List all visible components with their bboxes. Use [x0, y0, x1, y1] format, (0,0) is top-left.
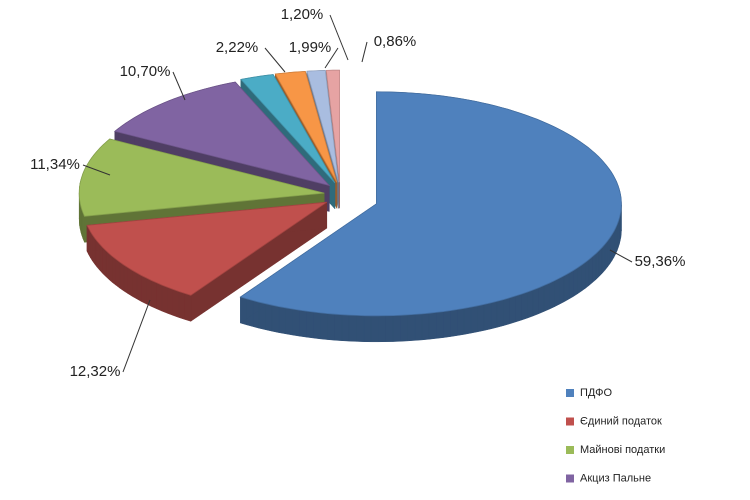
data-label: 2,22% — [216, 39, 259, 56]
legend-label: ПДФО — [580, 387, 612, 399]
legend-swatch — [566, 474, 574, 483]
legend-swatch — [566, 446, 574, 454]
slice — [78, 138, 325, 217]
data-label: 59,36% — [635, 253, 686, 270]
legend-label: Єдиний податок — [580, 415, 662, 427]
leader-line — [329, 14, 349, 61]
leader-line — [122, 299, 151, 373]
leader-line — [82, 164, 111, 176]
slice — [274, 70, 338, 183]
leader-line — [361, 41, 368, 63]
slice — [240, 74, 336, 184]
slice — [239, 91, 622, 317]
slice — [306, 69, 339, 183]
leader-line — [609, 249, 633, 263]
slice — [113, 81, 331, 187]
data-label: 10,70% — [120, 63, 171, 80]
data-label: 1,99% — [289, 39, 332, 56]
legend-label: Акциз Пальне — [580, 472, 651, 484]
leader-line — [264, 47, 286, 73]
slice — [86, 201, 328, 296]
data-label: 11,34% — [30, 156, 80, 173]
legend-label: Майнові податки — [580, 444, 665, 456]
data-label: 12,32% — [70, 363, 121, 380]
slice — [325, 69, 340, 183]
data-label: 0,86% — [374, 33, 417, 50]
leader-line — [172, 71, 186, 101]
leader-line — [324, 47, 339, 69]
legend-swatch — [566, 389, 574, 397]
legend-swatch — [566, 417, 574, 426]
data-label: 1,20% — [281, 6, 324, 23]
